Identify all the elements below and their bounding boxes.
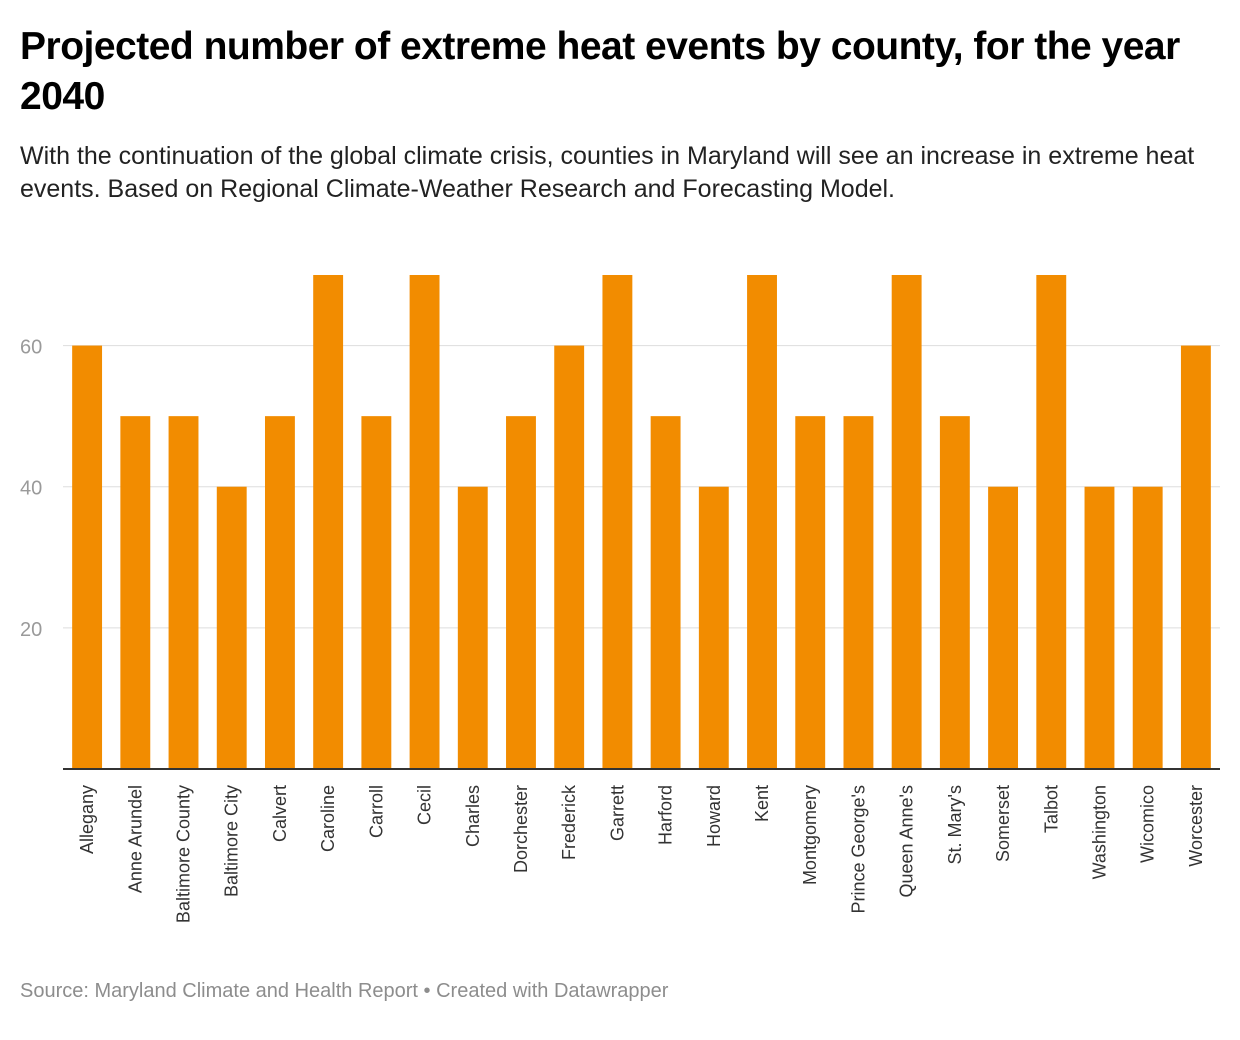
bar-charles [457, 486, 488, 769]
x-tick-label-calvert: Calvert [270, 785, 290, 842]
footer-separator: • [423, 980, 431, 1002]
bar-frederick [554, 345, 585, 769]
x-tick-label-carroll: Carroll [366, 785, 386, 838]
x-tick-label-dorchester: Dorchester [511, 785, 531, 873]
bar-prince-george-s [843, 416, 874, 769]
x-tick-label-frederick: Frederick [559, 784, 579, 860]
x-tick-label-st-mary-s: St. Mary's [945, 785, 965, 864]
y-tick-label-20: 20 [20, 619, 42, 641]
bar-baltimore-city [216, 486, 247, 769]
bar-worcester [1180, 345, 1211, 769]
bar-queen-anne-s [891, 275, 922, 769]
x-tick-label-somerset: Somerset [993, 785, 1013, 862]
bar-carroll [361, 416, 392, 769]
bar-caroline [313, 275, 344, 769]
x-tick-label-allegany: Allegany [77, 785, 97, 854]
bar-talbot [1036, 275, 1067, 769]
chart-area: 20 40 60 Allegany Anne Arundel Baltimore Coun… [0, 250, 1240, 950]
bar-harford [650, 416, 681, 769]
credit-note: Created with Datawrapper [436, 980, 669, 1002]
bar-baltimore-county [168, 416, 199, 769]
bar-kent [747, 275, 777, 769]
chart-footer: Source: Maryland Climate and Health Repo… [20, 978, 668, 1004]
x-tick-label-garrett: Garrett [607, 785, 627, 841]
bar-howard [698, 486, 729, 769]
x-tick-label-queen-anne-s: Queen Anne's [897, 785, 917, 898]
x-tick-label-anne-arundel: Anne Arundel [125, 785, 145, 893]
bar-somerset [988, 486, 1019, 769]
x-tick-label-montgomery: Montgomery [800, 785, 820, 885]
source-note: Source: Maryland Climate and Health Repo… [20, 980, 418, 1002]
bar-dorchester [506, 416, 536, 769]
x-tick-label-howard: Howard [704, 785, 724, 847]
x-tick-label-worcester: Worcester [1186, 785, 1206, 867]
bar-calvert [264, 416, 295, 769]
bar-washington [1084, 486, 1115, 769]
x-tick-label-caroline: Caroline [318, 785, 338, 852]
x-tick-label-talbot: Talbot [1041, 785, 1061, 833]
bar-anne-arundel [120, 416, 151, 769]
bar-allegany [72, 345, 103, 769]
x-tick-label-wicomico: Wicomico [1138, 785, 1158, 863]
bar-garrett [602, 275, 633, 769]
x-tick-label-harford: Harford [656, 785, 676, 845]
y-tick-label-60: 60 [20, 337, 42, 359]
bar-cecil [409, 275, 440, 769]
x-tick-label-baltimore-county: Baltimore County [174, 785, 194, 923]
bar-st-mary-s [939, 416, 970, 769]
y-tick-label-40: 40 [20, 478, 42, 500]
x-tick-label-baltimore-city: Baltimore City [222, 785, 242, 897]
x-tick-label-prince-george-s: Prince George's [848, 785, 868, 914]
x-tick-label-kent: Kent [752, 785, 772, 822]
x-tick-label-cecil: Cecil [415, 785, 435, 825]
x-tick-label-washington: Washington [1089, 785, 1109, 879]
x-tick-label-charles: Charles [463, 785, 483, 847]
bar-wicomico [1132, 486, 1163, 769]
chart-subtitle: With the continuation of the global clim… [20, 142, 1195, 203]
bar-montgomery [795, 416, 826, 769]
bar-chart: 20 40 60 Allegany Anne Arundel Baltimore Coun… [20, 275, 1220, 923]
chart-title: Projected number of extreme heat events … [20, 25, 1180, 118]
